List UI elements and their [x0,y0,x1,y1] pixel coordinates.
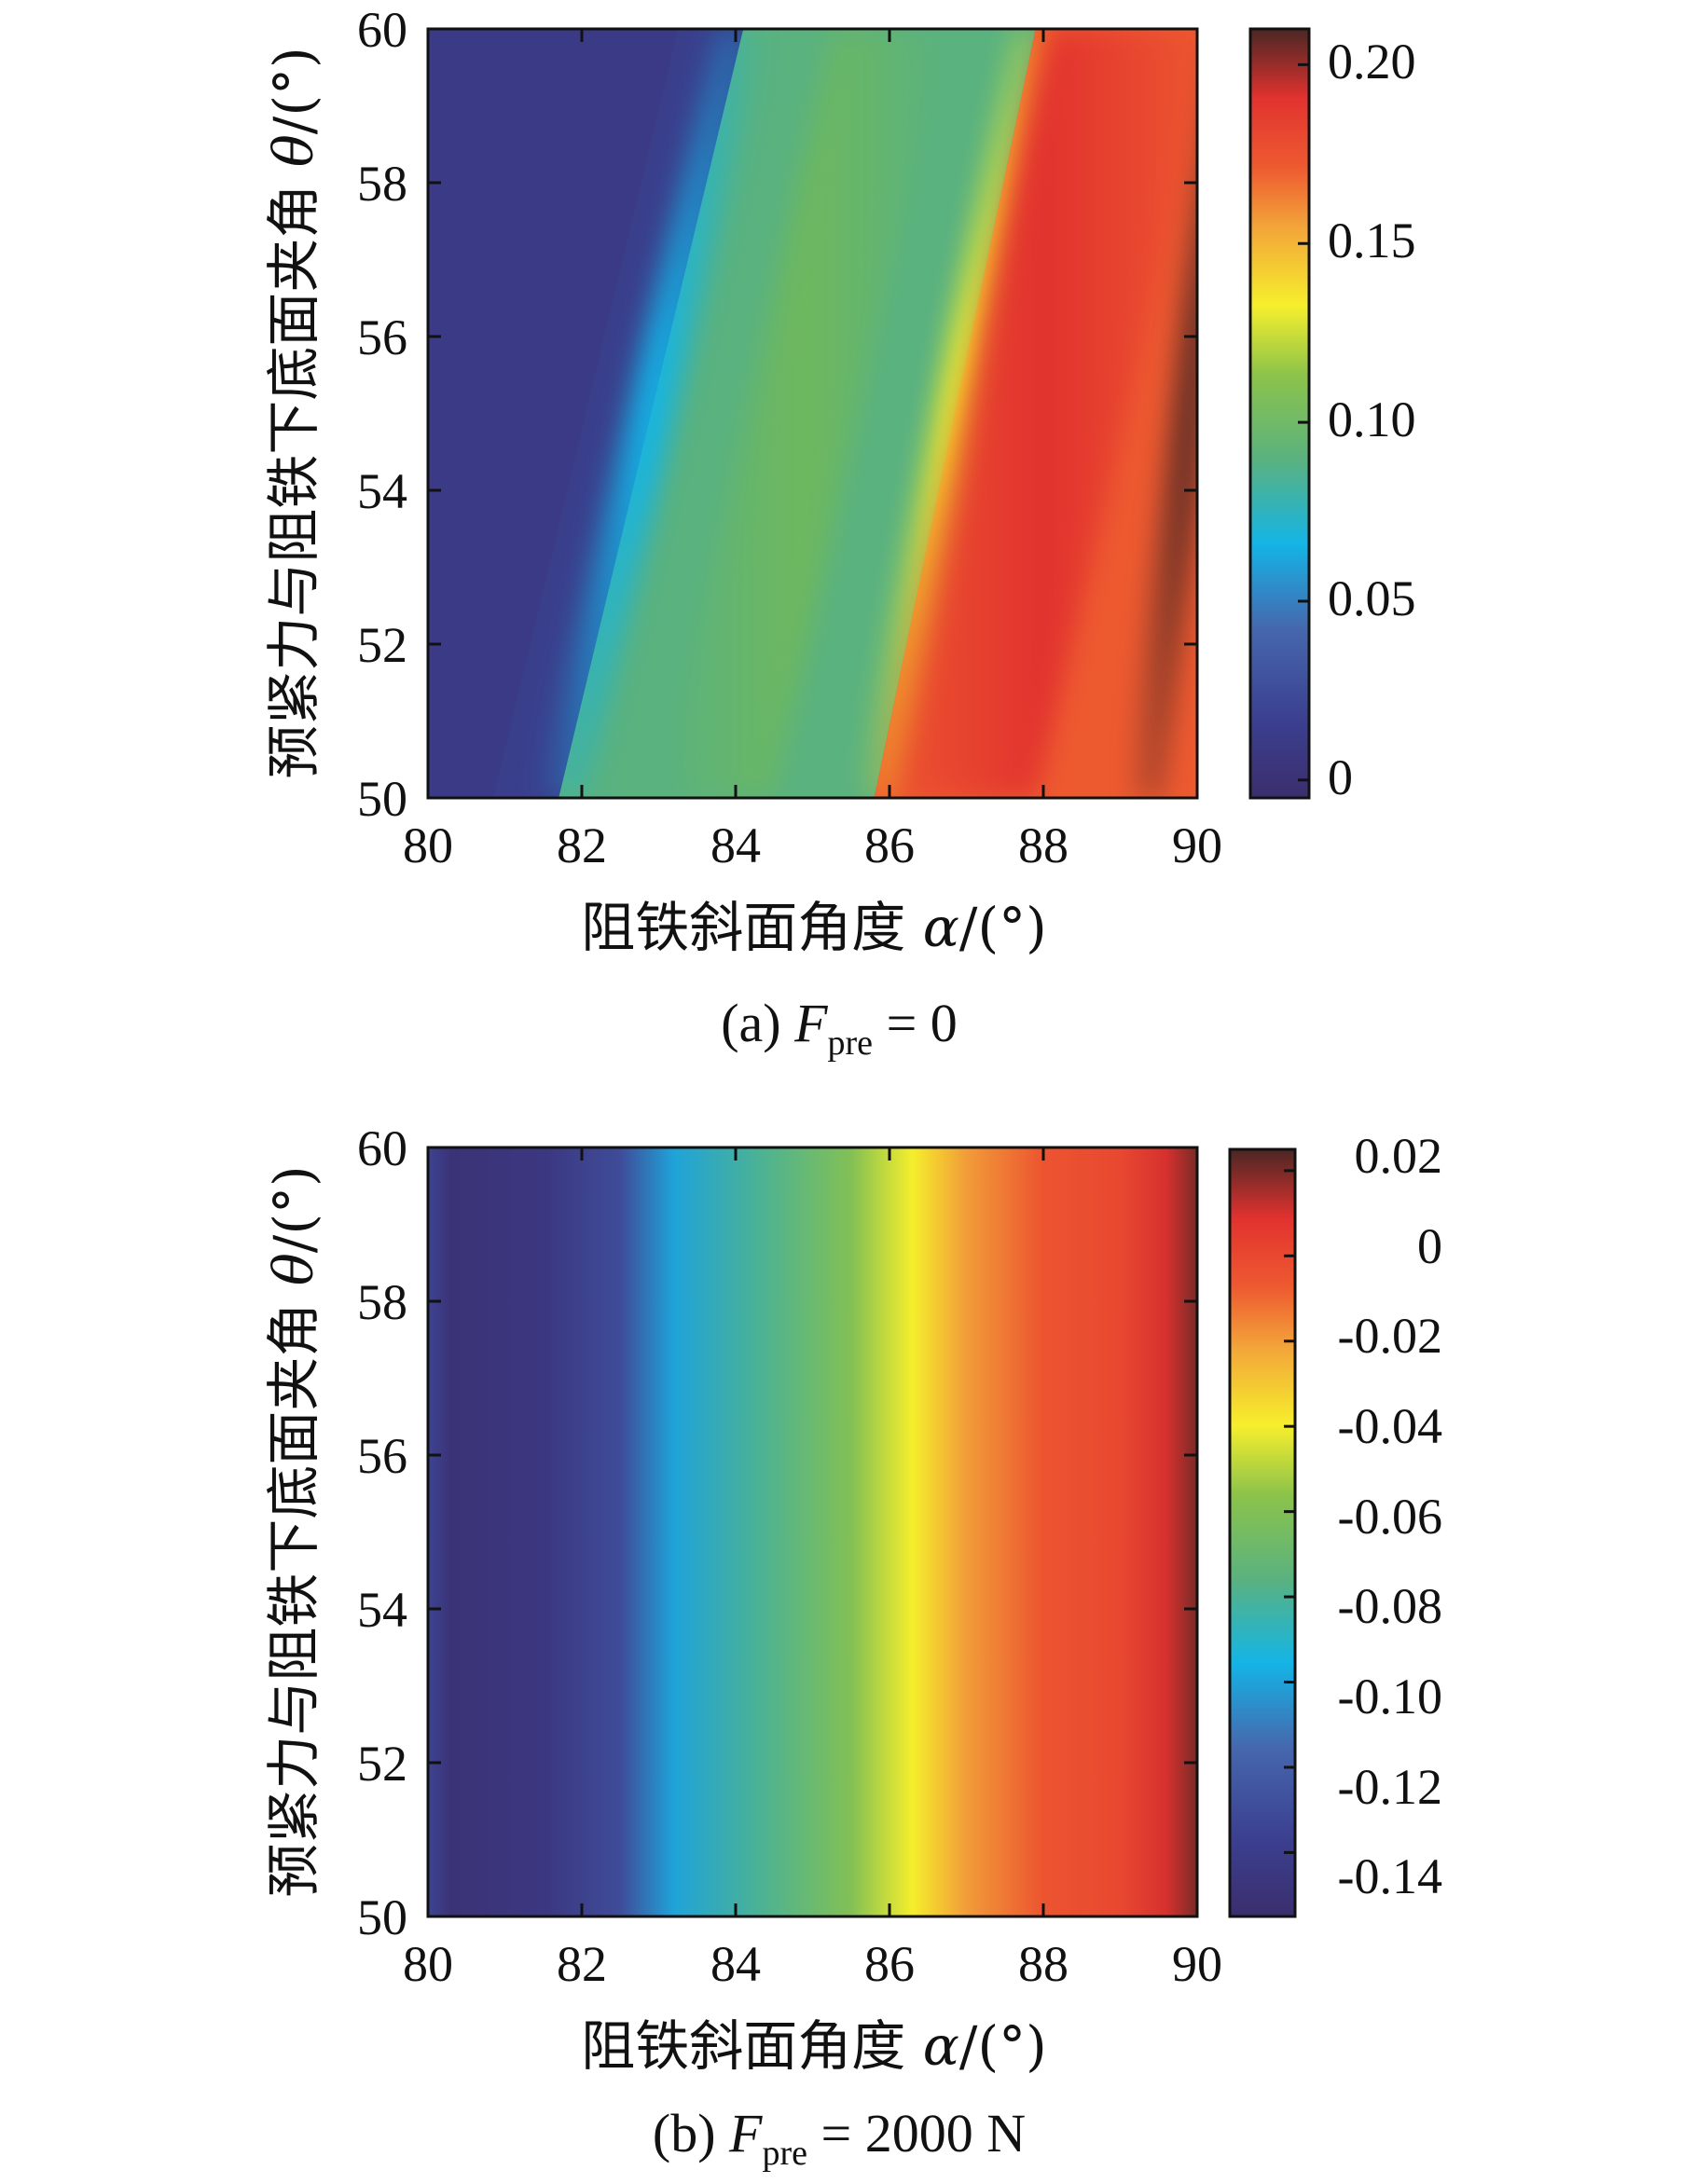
x-axis-label: 阻铁斜面角度 α/(°) [581,2014,1046,2078]
region-low [428,29,679,798]
colorbar-tick-label: 0.05 [1328,570,1416,626]
colorbar-tick-label: -0.14 [1338,1848,1442,1904]
y-tick-label: 50 [357,1889,407,1945]
panel-b: 80 82 84 86 88 90 50 52 54 56 58 60 阻铁斜面… [262,1120,1442,2173]
axis-ticks-b [426,1146,1199,1918]
y-tick-label: 50 [357,771,407,827]
y-tick-label: 60 [357,2,407,58]
x-tick-label: 88 [1018,1936,1069,1992]
x-tick-label: 90 [1172,1936,1222,1992]
x-tick-label: 90 [1172,817,1222,873]
colorbar-tick-label: 0.10 [1328,391,1416,447]
y-tick-label: 52 [357,1736,407,1792]
colorbar-frame-a [1248,27,1311,800]
colorbar-tick-label: -0.12 [1338,1759,1442,1815]
x-tick-label: 86 [864,1936,915,1992]
colorbar-tick-label: -0.02 [1338,1308,1442,1364]
band-darkred [1124,194,1197,798]
colorbar-tick-label: 0 [1417,1218,1442,1274]
colorbar-tick-label: 0.15 [1328,213,1416,268]
y-axis-label: 预紧力与阻铁下底面夹角 θ/(°) [262,1165,325,1897]
colorbar-tick-label: 0 [1328,749,1353,805]
y-tick-label: 54 [357,1582,407,1638]
y-tick-label: 58 [357,156,407,212]
y-tick-label: 54 [357,463,407,519]
band-cyan [534,29,768,798]
colorbar-tick-label: -0.06 [1338,1489,1442,1545]
colorbar-gradient-a [1250,29,1309,798]
axis-ticks-a [426,27,1199,800]
x-tick-label: 82 [557,1936,607,1992]
heatmap-b [428,1147,1197,1916]
colorbar-tick-label: 0.02 [1355,1128,1443,1184]
y-tick-label: 56 [357,1428,407,1484]
x-tick-label: 84 [710,1936,761,1992]
y-axis-label: 预紧力与阻铁下底面夹角 θ/(°) [262,47,325,778]
x-tick-label: 80 [403,817,453,873]
x-tick-label: 84 [710,817,761,873]
y-tick-label: 56 [357,309,407,365]
colorbar-frame-b [1228,1147,1297,1918]
panel-caption-b: (b) Fpre = 2000 N [653,2103,1026,2173]
colorbar-b: 0.02 0 -0.02 -0.04 -0.06 -0.08 -0.10 -0.… [1228,1128,1443,1918]
x-tick-label: 80 [403,1936,453,1992]
panel-a: 80 82 84 86 88 90 50 52 54 56 58 60 阻铁斜面… [262,2,1416,1063]
band-red [867,29,1197,798]
colorbar-gradient-b [1230,1149,1295,1916]
colorbar-tick-label: -0.08 [1338,1578,1442,1634]
plot-frame-b [426,1146,1199,1918]
colorbar-tick-label: 0.20 [1328,34,1416,89]
band-yellow [853,29,1056,798]
x-tick-label: 88 [1018,817,1069,873]
x-tick-label: 82 [557,817,607,873]
heatmap-a [428,29,1197,798]
heatmap-b-surface [428,1147,1197,1916]
y-tick-label: 58 [357,1274,407,1330]
y-tick-label: 52 [357,617,407,673]
y-tick-label: 60 [357,1120,407,1176]
colorbar-tick-label: -0.10 [1338,1669,1442,1724]
x-axis-label: 阻铁斜面角度 α/(°) [581,896,1046,959]
band-green [660,29,945,798]
panel-caption-a: (a) Fpre = 0 [721,993,958,1063]
plot-frame-a [426,27,1199,800]
colorbar-tick-label: -0.04 [1338,1398,1442,1454]
colorbar-a: 0 0.05 0.10 0.15 0.20 [1248,27,1416,805]
x-tick-label: 86 [864,817,915,873]
